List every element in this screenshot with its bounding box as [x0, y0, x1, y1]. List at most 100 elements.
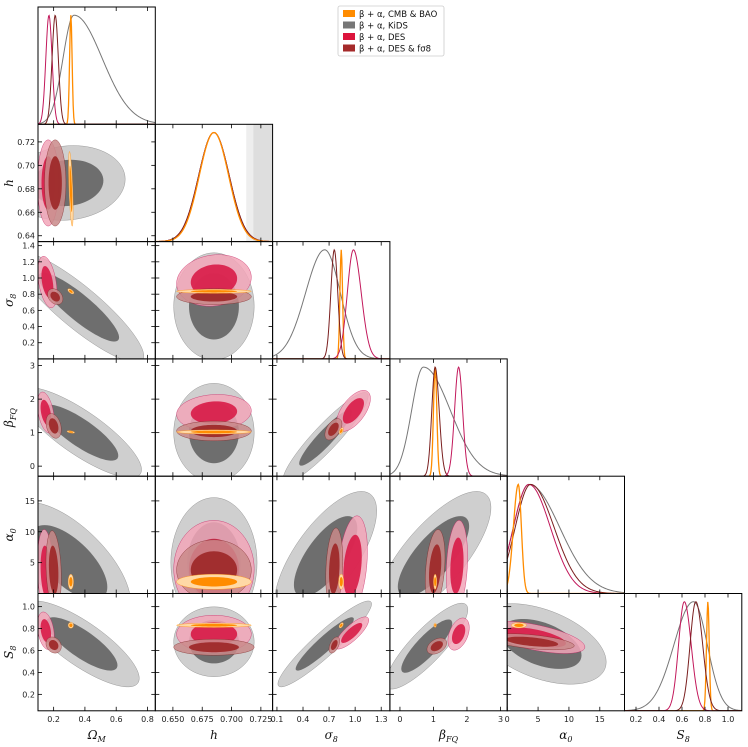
x-tick-label: 0.675: [191, 715, 214, 724]
panel-content: [624, 601, 742, 711]
panel-om-h: 0.64 0.66 0.68 0.70 0.72: [17, 123, 156, 243]
panel-bfq-S8: 0 1 2 3: [389, 593, 508, 724]
contour-68-cmb: [69, 165, 73, 212]
panel-a0-S8: 0 5 10 15: [505, 593, 626, 724]
marginal-cmb: [38, 15, 156, 125]
contour-68-des: [342, 398, 364, 424]
y-tick-label: 0.68: [17, 185, 35, 194]
panel-h-s8: [154, 241, 274, 360]
x-tick-label: 0.4: [297, 715, 310, 724]
x-tick-label: 15: [595, 715, 605, 724]
y-tick-label: 1.2: [22, 258, 35, 267]
x-tick-label: 10: [564, 715, 574, 724]
y-tick-label: 0.4: [22, 668, 35, 677]
y-tick-label: 0: [30, 462, 35, 471]
marginal-kids: [38, 14, 156, 125]
y-tick-label: 0.4: [22, 323, 35, 332]
contour-68-desfs8: [48, 545, 59, 594]
legend-label-des: β + α, DES: [359, 33, 405, 43]
panel-content: [507, 483, 625, 594]
panel-frame: [37, 6, 156, 125]
x-axis-label-bfq: βFQ: [438, 728, 458, 744]
contour-68-desfs8: [48, 640, 59, 651]
y-tick-label: 0.6: [22, 306, 35, 315]
legend-swatch-des: [343, 33, 355, 40]
panel-bfq-bfq: [389, 358, 508, 477]
x-axis-label-h: h: [210, 728, 218, 742]
legend-frame: [337, 5, 445, 57]
y-tick-label: 1.0: [22, 603, 35, 612]
contour-68-des: [190, 401, 238, 424]
y-tick-label: 15: [25, 497, 35, 506]
legend-swatch-desfs8: [343, 44, 355, 52]
panel-h-bfq: [154, 358, 274, 477]
x-tick-label: 0.650: [161, 715, 184, 724]
legend-label-desfs8: β + α, DES & fσ8: [359, 45, 431, 55]
contour-68-cmb: [339, 428, 343, 433]
contour-68-kids: [293, 516, 358, 594]
panel-content: [274, 491, 377, 594]
y-tick-label: 1: [30, 429, 35, 438]
panel-h-S8: 0.650 0.675 0.700 0.725: [154, 593, 274, 724]
panel-frame: [624, 593, 743, 712]
contour-68-kids: [401, 619, 453, 673]
x-tick-label: 0.1: [271, 715, 284, 724]
panel-content: [277, 600, 372, 688]
contour-68-kids: [295, 617, 354, 671]
marginal-des: [272, 249, 390, 359]
marginal-kids: [389, 366, 508, 476]
panel-content: [272, 248, 390, 359]
marginal-cmb: [389, 367, 508, 477]
panel-om-om: [37, 6, 156, 125]
contour-68-cmb: [69, 623, 73, 628]
x-tick-label: 0: [505, 715, 510, 724]
panel-content: [173, 383, 255, 477]
contour-68-cmb: [339, 577, 343, 587]
x-tick-label: 0.8: [699, 715, 712, 724]
y-tick-label: 0.72: [17, 138, 35, 147]
panel-s8-S8: 0.1 0.4 0.7 1.0 1.3: [271, 593, 391, 724]
x-axis-label-s8: σ8: [325, 728, 338, 744]
contour-68-desfs8: [429, 544, 442, 594]
x-tick-label: 5: [536, 715, 541, 724]
panel-content: [38, 139, 126, 227]
contour-68-des: [40, 619, 52, 643]
contour-68-cmb: [190, 290, 238, 293]
x-tick-label: 0.700: [220, 715, 243, 724]
x-tick-label: 2: [464, 715, 469, 724]
panel-content: [173, 252, 255, 359]
y-axis-label-S8: S8: [2, 645, 18, 658]
contour-68-cmb: [434, 623, 436, 627]
contour-68-desfs8: [190, 291, 238, 302]
marginal-cmb: [507, 483, 625, 594]
x-tick-label: 0.6: [110, 715, 123, 724]
legend-label-kids: β + α, KiDS: [359, 22, 408, 32]
x-tick-label: 0.4: [79, 715, 92, 724]
panel-content: [155, 124, 273, 242]
contour-68-kids: [42, 404, 119, 461]
y-axis-label-bfq: βFQ: [2, 408, 18, 428]
contour-68-cmb: [190, 577, 238, 587]
x-tick-label: 0.725: [249, 715, 272, 724]
y-tick-label: 0.70: [17, 161, 35, 170]
contour-68-desfs8: [50, 291, 60, 302]
contour-68-desfs8: [188, 642, 239, 653]
contour-68-des: [341, 622, 363, 643]
marginal-desfs8: [38, 14, 156, 125]
panel-om-S8: 0.2 0.4 0.6 0.8 0.2 0.4 0.6 0.8 1.0: [22, 593, 156, 724]
x-tick-label: 0: [397, 715, 402, 724]
y-axis-label-a0: α0: [2, 528, 18, 541]
panel-om-s8: 0.2 0.4 0.6 0.8 1.0 1.2 1.4: [22, 241, 156, 360]
y-axis-label-h: h: [2, 179, 16, 187]
y-tick-label: 1.0: [22, 274, 35, 283]
panel-om-bfq: 0 1 2 3: [30, 358, 156, 477]
legend-swatch-kids: [343, 21, 355, 29]
marginal-kids: [272, 249, 390, 359]
y-tick-label: 5: [30, 559, 35, 568]
y-tick-label: 2: [30, 395, 35, 404]
prior-band-dark: [253, 124, 273, 242]
x-tick-label: 1.0: [722, 715, 735, 724]
panel-a0-a0: [506, 475, 626, 595]
contour-68-des: [451, 624, 466, 645]
contour-68-kids: [46, 617, 118, 671]
